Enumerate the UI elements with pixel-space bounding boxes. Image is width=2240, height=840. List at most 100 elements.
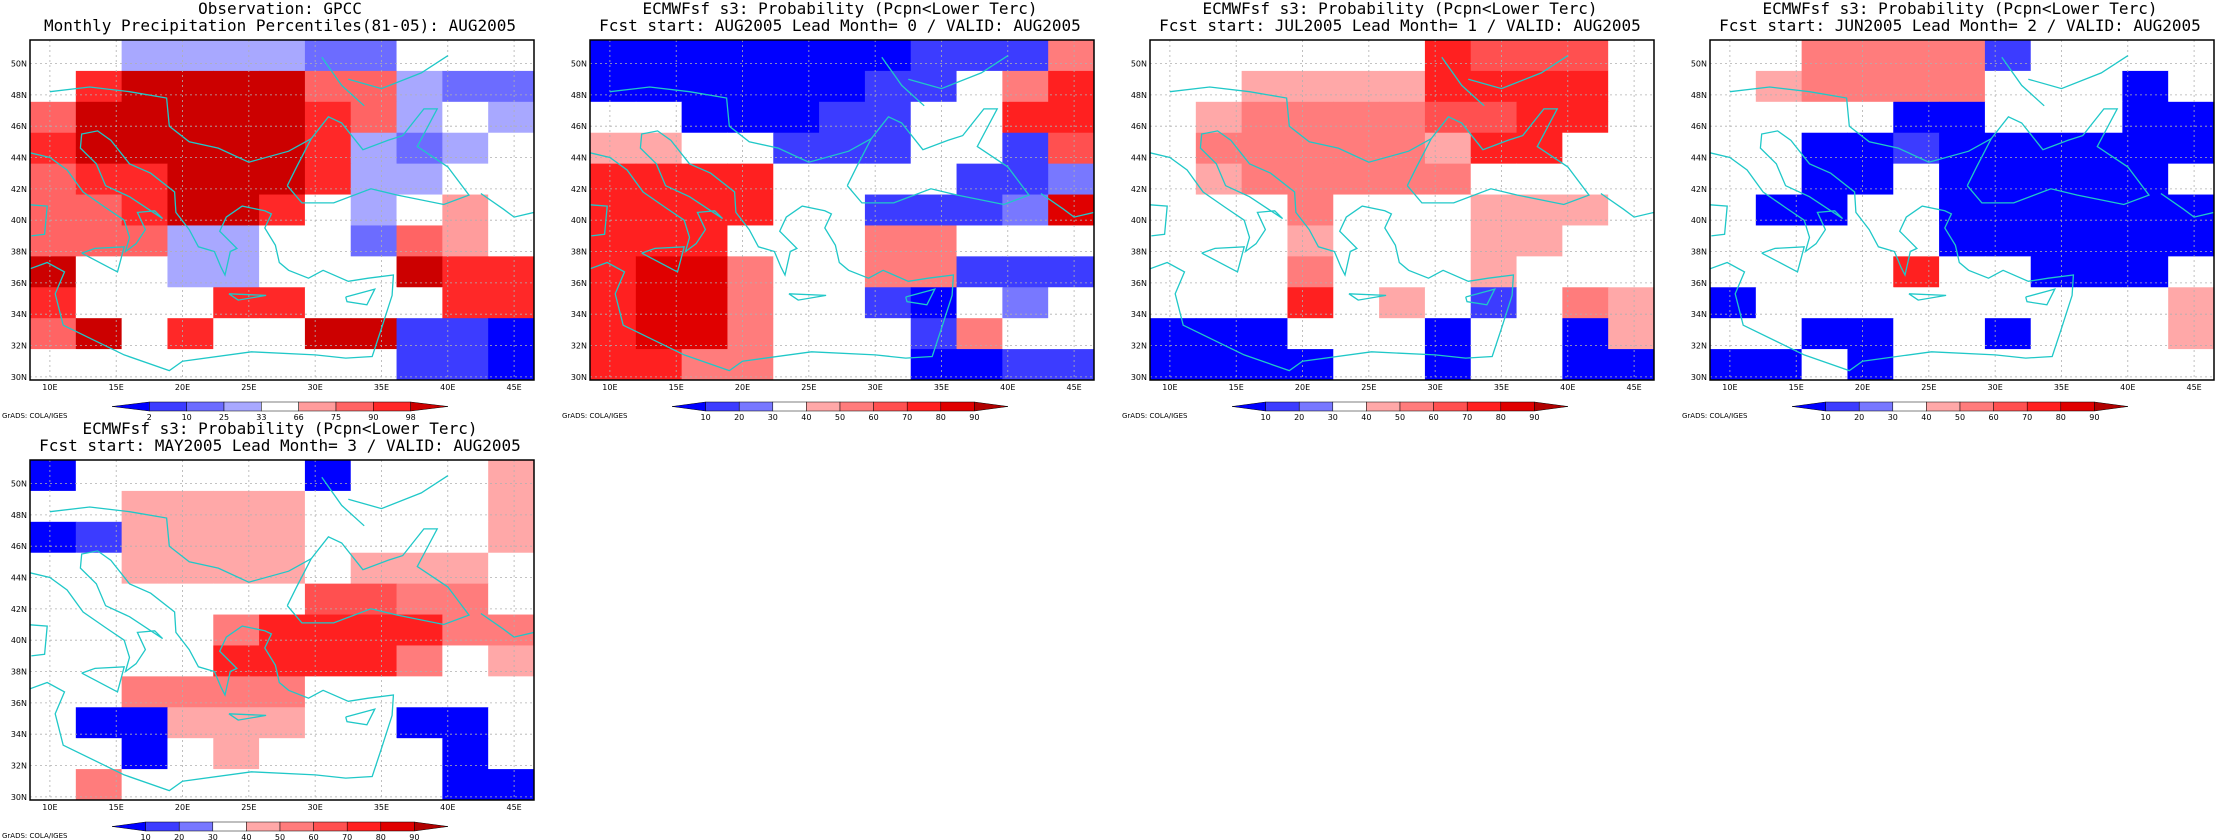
grid-cell bbox=[727, 318, 774, 350]
colorbar-segment bbox=[335, 401, 374, 412]
grid-cell bbox=[488, 614, 535, 646]
grid-cell bbox=[396, 769, 443, 801]
coastline-layer bbox=[1710, 55, 2214, 372]
coastline bbox=[590, 130, 955, 372]
grid-cell bbox=[1984, 132, 2032, 165]
grid-cell bbox=[1755, 70, 1803, 103]
colorbar-segment bbox=[2026, 401, 2062, 412]
grid-cell bbox=[956, 318, 1003, 350]
grid-cell bbox=[1241, 40, 1288, 72]
coastline bbox=[1201, 246, 1246, 273]
grads-credit: GrADS: COLA/IGES bbox=[2, 412, 68, 420]
coastline bbox=[881, 56, 925, 107]
grid-cell bbox=[167, 70, 214, 103]
coastline bbox=[286, 528, 471, 626]
grid-cell bbox=[773, 287, 820, 319]
coastline bbox=[1406, 108, 1591, 206]
coastline bbox=[348, 475, 449, 510]
grid-cell bbox=[1984, 287, 2032, 319]
grid-cell bbox=[1287, 132, 1334, 165]
grid-cell bbox=[30, 460, 77, 492]
grid-cell bbox=[1048, 101, 1095, 134]
colorbar-segment bbox=[1332, 401, 1367, 412]
grid-cell bbox=[259, 194, 306, 226]
colorbar-segment bbox=[839, 401, 874, 412]
grid-cell bbox=[2076, 349, 2123, 381]
grid-cell bbox=[350, 769, 398, 801]
grid-cell bbox=[213, 583, 260, 616]
grid-cell bbox=[488, 318, 535, 350]
grid-cell bbox=[910, 349, 958, 381]
lat-tick-label: 34N bbox=[571, 310, 587, 319]
map-frame bbox=[589, 39, 1095, 381]
colorbar-segment bbox=[145, 821, 180, 832]
colorbar-segment bbox=[1791, 401, 1826, 412]
coastline bbox=[1348, 293, 1387, 301]
grid-cell bbox=[1048, 70, 1095, 103]
grid-cell bbox=[1150, 318, 1197, 350]
coastline bbox=[1150, 204, 1168, 237]
colorbar-label: 90 bbox=[2089, 413, 2099, 422]
map-svg: ECMWFsf s3: Probability (Pcpn<Lower Terc… bbox=[2, 419, 535, 840]
coastline bbox=[81, 666, 126, 693]
grid-cell bbox=[727, 70, 774, 103]
grid-cell bbox=[121, 614, 168, 646]
grid-cell bbox=[304, 318, 352, 350]
grid-cell bbox=[75, 132, 123, 165]
grid-cell bbox=[259, 132, 306, 165]
grid-cell bbox=[1893, 40, 1940, 72]
grid-cell bbox=[1516, 70, 1563, 103]
grid-cell bbox=[442, 225, 489, 257]
grid-cell bbox=[1608, 132, 1655, 165]
grid-cell bbox=[30, 490, 77, 523]
grid-cell bbox=[2168, 318, 2215, 350]
grid-cell bbox=[213, 318, 260, 350]
coastline bbox=[1729, 86, 1992, 163]
grid-cell bbox=[396, 490, 443, 523]
coastline bbox=[2001, 56, 2045, 107]
colorbar-label: 60 bbox=[869, 413, 879, 422]
grid-cell bbox=[259, 70, 306, 103]
lon-tick-label: 15E bbox=[669, 383, 684, 392]
grid-cell bbox=[488, 707, 535, 739]
grid-cell bbox=[819, 318, 866, 350]
grid-cell bbox=[259, 101, 306, 134]
grid-cell bbox=[1048, 318, 1095, 350]
grid-cell bbox=[1287, 70, 1334, 103]
lon-tick-label: 25E bbox=[801, 383, 816, 392]
grid-cell bbox=[442, 738, 489, 770]
grid-cell bbox=[819, 132, 866, 165]
map-panel-observation: Observation: GPCC Monthly Precipitation P… bbox=[0, 0, 560, 422]
grid-cell bbox=[488, 521, 535, 554]
grid-cell bbox=[910, 163, 958, 196]
grid-cell bbox=[167, 552, 214, 585]
panel-title-line1: ECMWFsf s3: Probability (Pcpn<Lower Terc… bbox=[1763, 0, 2158, 18]
grid-cell bbox=[2122, 40, 2169, 72]
grid-cell bbox=[2122, 194, 2169, 226]
grid-cell bbox=[1002, 225, 1049, 257]
grid-cell bbox=[396, 163, 443, 196]
grads-credit: GrADS: COLA/IGES bbox=[562, 412, 628, 420]
grid-cell bbox=[75, 460, 123, 492]
grid-cell bbox=[590, 318, 637, 350]
grid-cell bbox=[30, 738, 77, 770]
coastline bbox=[1600, 192, 1654, 218]
grid-cell bbox=[350, 256, 398, 288]
colorbar-label: 90 bbox=[1529, 413, 1539, 422]
grid-cell bbox=[1195, 225, 1243, 257]
colorbar-label: 2 bbox=[147, 413, 152, 422]
grid-cell bbox=[2030, 132, 2078, 165]
grid-cell bbox=[1287, 349, 1334, 381]
grid-cell bbox=[30, 287, 77, 319]
lon-tick-label: 30E bbox=[308, 803, 323, 812]
grid-cell bbox=[350, 349, 398, 381]
grid-cell bbox=[167, 194, 214, 226]
grid-cell bbox=[1048, 194, 1095, 226]
coastline bbox=[228, 293, 267, 301]
lat-tick-label: 32N bbox=[11, 342, 27, 351]
grid-cell bbox=[1939, 287, 1986, 319]
grid-cell bbox=[442, 552, 489, 585]
coastline bbox=[590, 204, 608, 237]
grid-cell bbox=[350, 552, 398, 585]
grid-cell bbox=[488, 460, 535, 492]
